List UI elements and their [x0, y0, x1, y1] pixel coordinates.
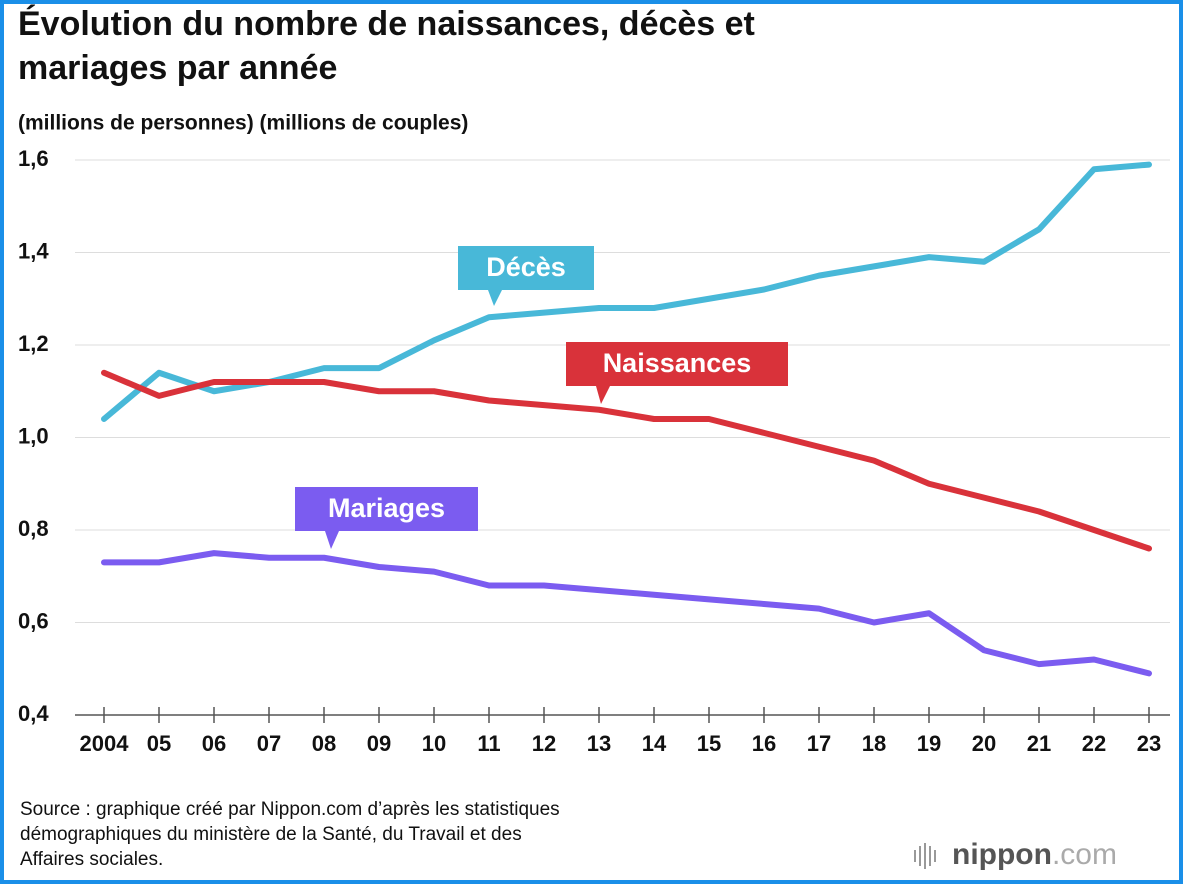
x-tick-label: 12: [532, 731, 556, 756]
logo-text: .com: [1052, 838, 1117, 871]
series-label: Décès: [486, 252, 566, 282]
source: Source : graphique créé par Nippon.com d…: [20, 799, 560, 820]
y-tick-label: 1,4: [18, 238, 49, 263]
source: Affaires sociales.: [20, 849, 163, 870]
x-tick-label: 19: [917, 731, 941, 756]
y-tick-label: 0,8: [18, 516, 49, 541]
callout-box: [566, 342, 788, 404]
x-tick-label: 14: [642, 731, 667, 756]
callout-box: [295, 487, 478, 549]
logo-mark: [914, 843, 936, 869]
chart-title: Évolution du nombre de naissances, décès…: [18, 5, 755, 43]
logo-text: nippon: [952, 838, 1052, 871]
chart-title: mariages par année: [18, 49, 337, 87]
x-tick-label: 17: [807, 731, 831, 756]
x-tick-label: 05: [147, 731, 171, 756]
x-tick-label: 11: [477, 731, 500, 756]
series-label: Mariages: [328, 493, 445, 523]
callout-box: [458, 246, 594, 306]
series-label: Naissances: [603, 348, 752, 378]
logo: nippon.com: [952, 838, 1117, 871]
x-tick-label: 10: [422, 731, 446, 756]
source: démographiques du ministère de la Santé,…: [20, 824, 522, 845]
y-tick-label: 1,2: [18, 331, 49, 356]
x-tick-label: 21: [1027, 731, 1051, 756]
y-tick-label: 0,6: [18, 608, 49, 633]
x-tick-label: 08: [312, 731, 336, 756]
x-tick-label: 16: [752, 731, 776, 756]
x-tick-label: 20: [972, 731, 996, 756]
x-tick-label: 06: [202, 731, 226, 756]
x-tick-label: 18: [862, 731, 886, 756]
x-tick-label: 13: [587, 731, 611, 756]
x-tick-label: 23: [1137, 731, 1161, 756]
y-axis-label: (millions de personnes) (millions de cou…: [18, 112, 468, 135]
x-tick-label: 09: [367, 731, 391, 756]
y-tick-label: 0,4: [18, 701, 49, 726]
y-tick-label: 1,0: [18, 423, 49, 448]
series-line: [101, 369, 1152, 552]
x-tick-label: 22: [1082, 731, 1106, 756]
x-tick-label: 2004: [80, 731, 130, 756]
x-tick-label: 07: [257, 731, 281, 756]
y-tick-label: 1,6: [18, 146, 49, 171]
x-tick-label: 15: [697, 731, 721, 756]
series-line: [101, 550, 1152, 677]
